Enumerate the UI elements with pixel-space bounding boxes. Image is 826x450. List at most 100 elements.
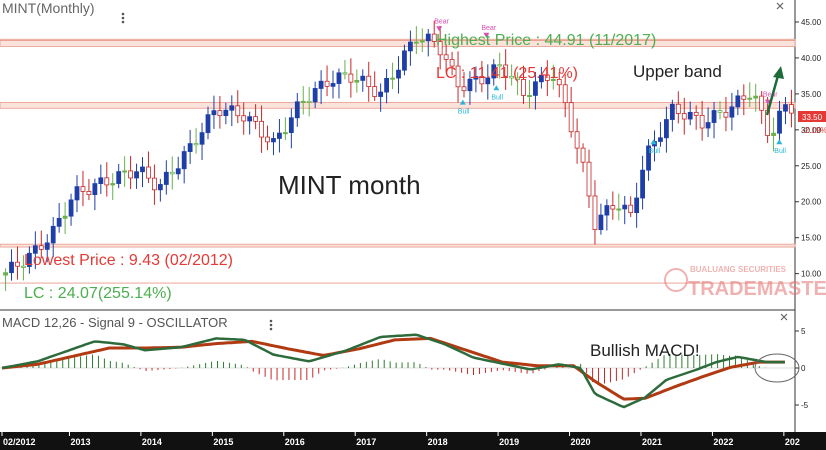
price-tick-label: 15.00 bbox=[801, 234, 822, 243]
candle bbox=[223, 109, 229, 117]
candle bbox=[199, 132, 205, 145]
lowest-price-label: Lowest Price : 9.43 (02/2012) bbox=[24, 252, 233, 269]
price-panel-close-icon[interactable] bbox=[776, 2, 784, 10]
candle bbox=[128, 170, 133, 179]
macd-panel-close-icon[interactable] bbox=[780, 313, 788, 321]
candle bbox=[62, 215, 68, 219]
lc-upper-label: LC : 11.41 (25.41%) bbox=[436, 65, 578, 82]
time-tick-label: 2019 bbox=[499, 437, 519, 447]
candle bbox=[318, 80, 324, 89]
candle bbox=[211, 110, 217, 116]
price-tick-label: 40.00 bbox=[801, 54, 822, 63]
candle bbox=[497, 64, 503, 67]
bear-signal-icon bbox=[436, 26, 443, 32]
candle bbox=[300, 100, 306, 103]
watermark-bottom: TRADEMASTER bbox=[688, 278, 826, 300]
candle bbox=[455, 65, 461, 88]
candle bbox=[134, 171, 139, 179]
candle bbox=[44, 242, 50, 250]
candle bbox=[658, 137, 663, 142]
price-tick-label: 45.00 bbox=[801, 18, 822, 27]
candle bbox=[277, 132, 282, 139]
candle bbox=[550, 78, 556, 81]
candle bbox=[527, 95, 532, 98]
time-tick-label: 2018 bbox=[428, 437, 448, 447]
mid-band-zone bbox=[0, 102, 796, 109]
lower-band-zone bbox=[0, 243, 796, 248]
time-tick-label: 2020 bbox=[571, 437, 591, 447]
candle bbox=[396, 69, 401, 79]
macd-axis: 5 0 -5 bbox=[795, 327, 809, 410]
bear-signal-label: Bear bbox=[434, 18, 449, 25]
bull-signal-label: Bull bbox=[458, 109, 470, 116]
candle bbox=[32, 245, 38, 254]
candle bbox=[354, 79, 360, 83]
candle bbox=[235, 105, 241, 117]
candle bbox=[419, 40, 425, 43]
price-panel-title: MINT(Monthly) bbox=[2, 0, 95, 16]
time-tick-label: 02/2012 bbox=[3, 437, 36, 447]
candle bbox=[253, 116, 259, 122]
price-panel-menu-icon[interactable] bbox=[121, 12, 125, 24]
candle bbox=[259, 120, 264, 138]
candle bbox=[759, 95, 765, 111]
candle bbox=[294, 101, 300, 119]
bull-signal-label: Bull bbox=[774, 148, 786, 155]
time-tick-label: 202 bbox=[785, 437, 800, 447]
candle bbox=[646, 145, 651, 171]
time-tick-label: 2017 bbox=[356, 437, 376, 447]
candle bbox=[98, 177, 104, 184]
candle bbox=[140, 166, 145, 173]
candle bbox=[288, 117, 294, 133]
candle bbox=[783, 104, 788, 112]
candle bbox=[449, 59, 455, 67]
candle bbox=[574, 131, 580, 149]
candle bbox=[425, 33, 431, 42]
candle bbox=[241, 115, 247, 122]
candle bbox=[598, 214, 604, 231]
candle bbox=[467, 78, 473, 92]
macd-tick-label: 5 bbox=[801, 327, 806, 336]
candle bbox=[443, 54, 449, 60]
candle bbox=[74, 186, 80, 201]
macd-panel-menu-icon[interactable] bbox=[269, 319, 273, 331]
candle bbox=[640, 169, 645, 199]
candle bbox=[699, 114, 705, 129]
time-tick-label: 2013 bbox=[70, 437, 90, 447]
candle bbox=[503, 64, 509, 77]
candle bbox=[86, 191, 92, 196]
candle bbox=[229, 105, 235, 111]
candle bbox=[592, 195, 598, 231]
price-tick-label: 35.00 bbox=[801, 90, 822, 99]
candle bbox=[122, 170, 128, 173]
candle bbox=[413, 41, 419, 44]
candle bbox=[80, 186, 86, 192]
macd-tick-label: -5 bbox=[801, 401, 809, 410]
candle bbox=[360, 75, 366, 81]
time-tick-label: 2021 bbox=[642, 437, 662, 447]
candle bbox=[366, 75, 372, 87]
price-tag-box bbox=[798, 111, 826, 122]
candle bbox=[687, 111, 693, 120]
candle bbox=[92, 183, 98, 196]
candle bbox=[282, 132, 288, 135]
price-tick-label: 25.00 bbox=[801, 162, 822, 171]
highest-price-label: Highest Price : 44.91 (11/2017) bbox=[436, 32, 656, 49]
candle bbox=[681, 113, 687, 120]
candle bbox=[723, 111, 729, 118]
candle bbox=[56, 217, 62, 227]
candle bbox=[271, 138, 276, 143]
macd-line bbox=[1, 333, 785, 409]
candle bbox=[169, 171, 175, 175]
candle bbox=[437, 41, 443, 56]
candle bbox=[21, 265, 26, 268]
candle bbox=[9, 261, 14, 274]
candle bbox=[616, 208, 622, 211]
bull-signal-icon bbox=[493, 85, 500, 91]
candle bbox=[384, 77, 389, 93]
candle bbox=[378, 91, 384, 97]
time-tick-label: 2022 bbox=[713, 437, 733, 447]
candle bbox=[628, 204, 634, 214]
candle bbox=[372, 86, 378, 97]
